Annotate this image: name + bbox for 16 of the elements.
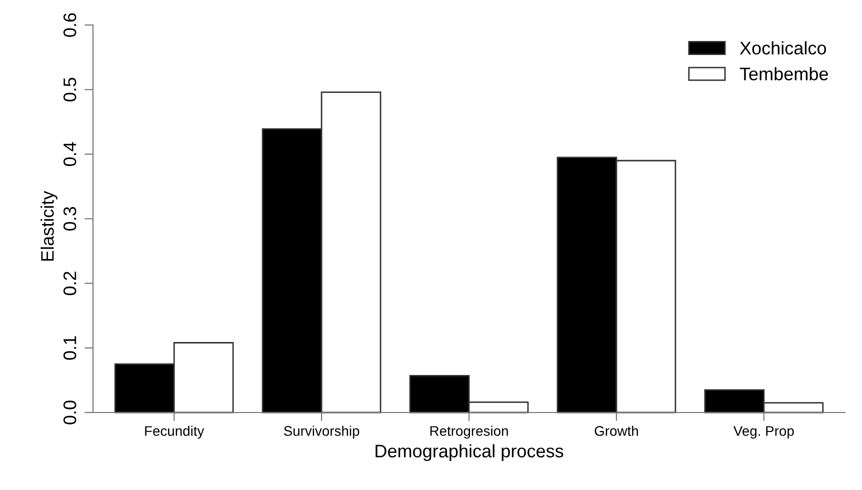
- x-tick-label: Retrogresion: [430, 426, 508, 439]
- x-tick-label: Veg. Prop: [733, 426, 794, 439]
- y-tick-label: 0.5: [63, 78, 76, 102]
- x-tick-label: Survivorship: [284, 426, 360, 439]
- y-tick-label: 0.1: [63, 336, 76, 360]
- x-tick-label: Growth: [594, 426, 638, 436]
- x-axis-title: Demographical process: [376, 444, 564, 462]
- y-tick-label: 0.0: [63, 400, 76, 424]
- y-tick-label: 0.3: [63, 206, 76, 231]
- x-tick-label: Fecundity: [145, 426, 204, 439]
- y-tick-label: 0.2: [63, 272, 76, 296]
- legend-label: Tembembe: [740, 67, 828, 80]
- legend-label: Xochicalco: [740, 41, 826, 55]
- y-tick-label: 0.6: [63, 13, 76, 37]
- y-tick-label: 0.4: [63, 142, 76, 166]
- y-axis-title: Elasticity: [40, 190, 58, 261]
